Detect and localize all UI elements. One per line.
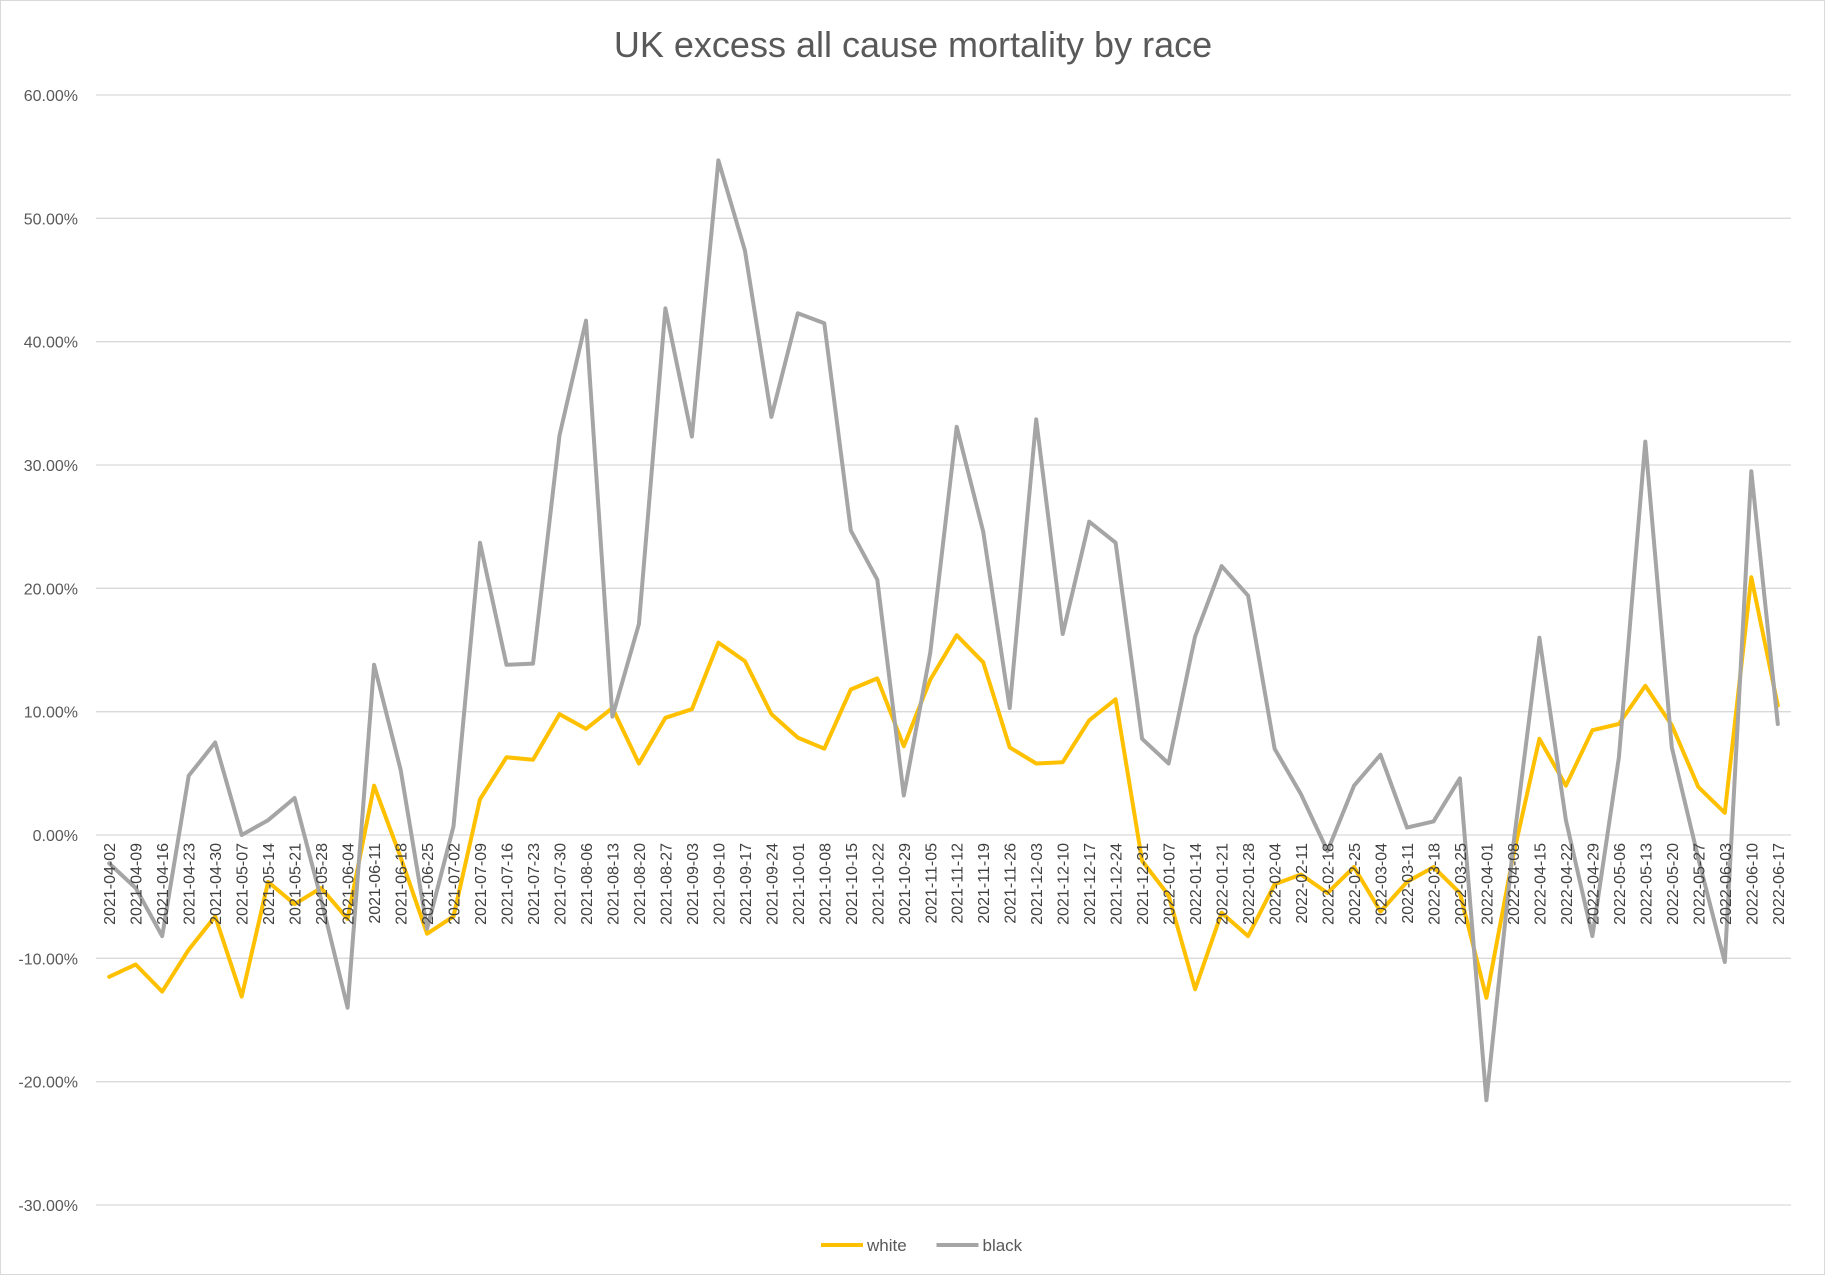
x-tick-label: 2021-11-26 (1003, 843, 1020, 924)
x-tick-label: 2021-12-31 (1135, 843, 1152, 925)
x-tick-label: 2022-02-04 (1268, 843, 1285, 925)
x-tick-label: 2021-04-09 (129, 843, 146, 925)
legend: white black (821, 1236, 1023, 1255)
x-tick-label: 2022-03-18 (1426, 843, 1443, 925)
x-tick-label: 2022-01-21 (1215, 843, 1232, 925)
x-tick-label: 2021-05-21 (288, 843, 305, 925)
x-tick-label: 2022-01-07 (1162, 843, 1179, 925)
y-axis-tick-labels: 60.00% 50.00% 40.00% 30.00% 20.00% 10.00% 0.00… (18, 88, 78, 1215)
x-tick-label: 2022-04-15 (1532, 843, 1549, 925)
x-tick-label: 2021-11-12 (950, 843, 967, 924)
x-tick-label: 2021-12-03 (1029, 843, 1046, 925)
x-tick-label: 2021-11-19 (976, 843, 993, 924)
x-tick-label: 2021-04-16 (155, 843, 172, 925)
x-axis-tick-labels: 2021-04-02 2021-04-09 2021-04-16 2021-04-23… (102, 843, 1788, 925)
x-tick-label: 2021-12-17 (1082, 843, 1099, 925)
x-tick-label: 2021-08-27 (658, 843, 675, 925)
x-tick-label: 2022-02-11 (1294, 843, 1311, 924)
y-tick-label: 30.00% (24, 458, 78, 475)
y-tick-label: 0.00% (33, 828, 78, 845)
x-tick-label: 2021-07-23 (526, 843, 543, 925)
series-line-white (107, 575, 1780, 1000)
chart-title: UK excess all cause mortality by race (614, 24, 1212, 65)
legend-item-white: white (821, 1236, 907, 1255)
x-tick-label: 2021-09-17 (738, 843, 755, 925)
y-tick-label: 60.00% (24, 88, 78, 105)
legend-item-black: black (936, 1236, 1023, 1255)
x-tick-label: 2022-05-13 (1638, 843, 1655, 925)
gridlines (96, 94, 1791, 1206)
legend-label: black (983, 1236, 1023, 1255)
y-tick-label: -10.00% (18, 951, 78, 968)
x-tick-label: 2022-05-20 (1665, 843, 1682, 925)
x-tick-label: 2021-05-14 (261, 843, 278, 925)
x-tick-label: 2022-03-11 (1400, 843, 1417, 924)
x-tick-label: 2021-07-30 (552, 843, 569, 925)
x-tick-label: 2021-09-24 (764, 843, 781, 925)
y-tick-label: 50.00% (24, 211, 78, 228)
x-tick-label: 2021-10-29 (897, 843, 914, 925)
x-tick-label: 2022-06-17 (1771, 843, 1788, 925)
x-tick-label: 2021-11-05 (923, 843, 940, 924)
x-tick-label: 2021-06-18 (394, 843, 411, 925)
x-tick-label: 2021-08-13 (605, 843, 622, 925)
x-tick-label: 2022-04-01 (1479, 843, 1496, 925)
x-tick-label: 2022-01-14 (1188, 843, 1205, 925)
x-tick-label: 2021-08-20 (632, 843, 649, 925)
x-tick-label: 2022-04-08 (1506, 843, 1523, 925)
x-tick-label: 2021-06-11 (367, 843, 384, 924)
x-tick-label: 2022-04-29 (1585, 843, 1602, 925)
x-tick-label: 2021-12-24 (1109, 843, 1126, 925)
x-tick-label: 2022-03-25 (1453, 843, 1470, 925)
x-tick-label: 2022-06-10 (1744, 843, 1761, 925)
x-tick-label: 2021-07-16 (500, 843, 517, 925)
x-tick-label: 2021-04-02 (102, 843, 119, 925)
y-tick-label: -20.00% (18, 1075, 78, 1092)
x-tick-label: 2021-12-10 (1056, 843, 1073, 925)
y-tick-label: -30.00% (18, 1198, 78, 1215)
x-tick-label: 2021-04-30 (208, 843, 225, 925)
x-tick-label: 2021-04-23 (182, 843, 199, 925)
x-tick-label: 2021-08-06 (579, 843, 596, 925)
x-tick-label: 2022-02-18 (1321, 843, 1338, 925)
x-tick-label: 2021-10-08 (817, 843, 834, 925)
legend-label: white (866, 1236, 907, 1255)
x-tick-label: 2021-10-15 (844, 843, 861, 925)
x-tick-label: 2021-06-04 (341, 843, 358, 925)
x-tick-label: 2022-06-03 (1718, 843, 1735, 925)
x-tick-label: 2021-07-09 (473, 843, 490, 925)
series-lines (107, 158, 1780, 1103)
x-tick-label: 2022-02-25 (1347, 843, 1364, 925)
y-tick-label: 10.00% (24, 705, 78, 722)
x-tick-label: 2021-07-02 (447, 843, 464, 925)
x-tick-label: 2022-05-27 (1691, 843, 1708, 925)
x-tick-label: 2021-09-03 (685, 843, 702, 925)
x-tick-label: 2021-09-10 (711, 843, 728, 925)
x-tick-label: 2021-05-07 (235, 843, 252, 925)
x-tick-label: 2022-04-22 (1559, 843, 1576, 925)
x-tick-label: 2022-01-28 (1241, 843, 1258, 925)
x-tick-label: 2021-10-22 (870, 843, 887, 925)
y-tick-label: 40.00% (24, 335, 78, 352)
series-line-black (107, 158, 1780, 1103)
x-tick-label: 2022-05-06 (1612, 843, 1629, 925)
x-tick-label: 2022-03-04 (1373, 843, 1390, 925)
x-tick-label: 2021-10-01 (791, 843, 808, 925)
x-tick-label: 2021-05-28 (314, 843, 331, 925)
x-tick-label: 2021-06-25 (420, 843, 437, 925)
y-tick-label: 20.00% (24, 581, 78, 598)
